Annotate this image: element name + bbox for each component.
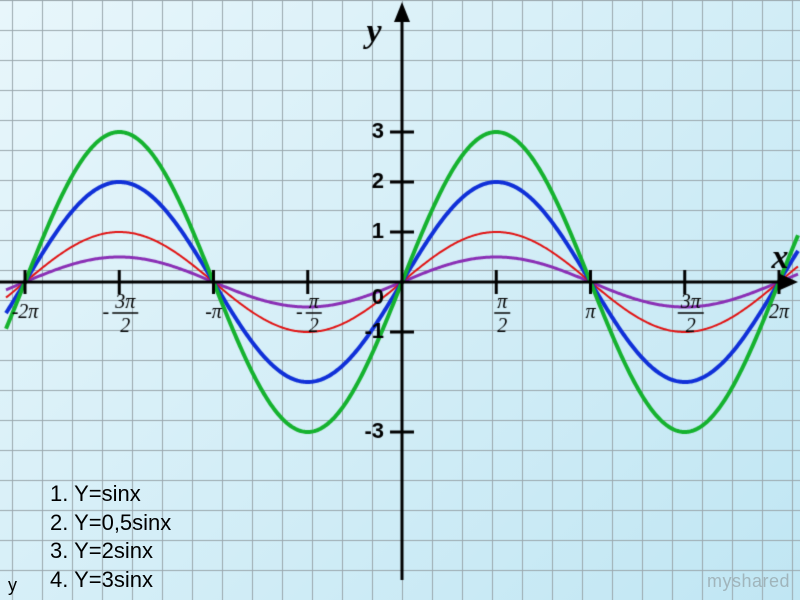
legend: 1. Y=sinx 2. Y=0,5sinx 3. Y=2sinx 4. Y=3…	[50, 480, 171, 594]
legend-item: 2. Y=0,5sinx	[50, 509, 171, 538]
watermark: myshared	[707, 571, 790, 592]
legend-item: 1. Y=sinx	[50, 480, 171, 509]
legend-item: 4. Y=3sinx	[50, 566, 171, 595]
stray-y-label: y	[8, 575, 17, 596]
legend-item: 3. Y=2sinx	[50, 537, 171, 566]
